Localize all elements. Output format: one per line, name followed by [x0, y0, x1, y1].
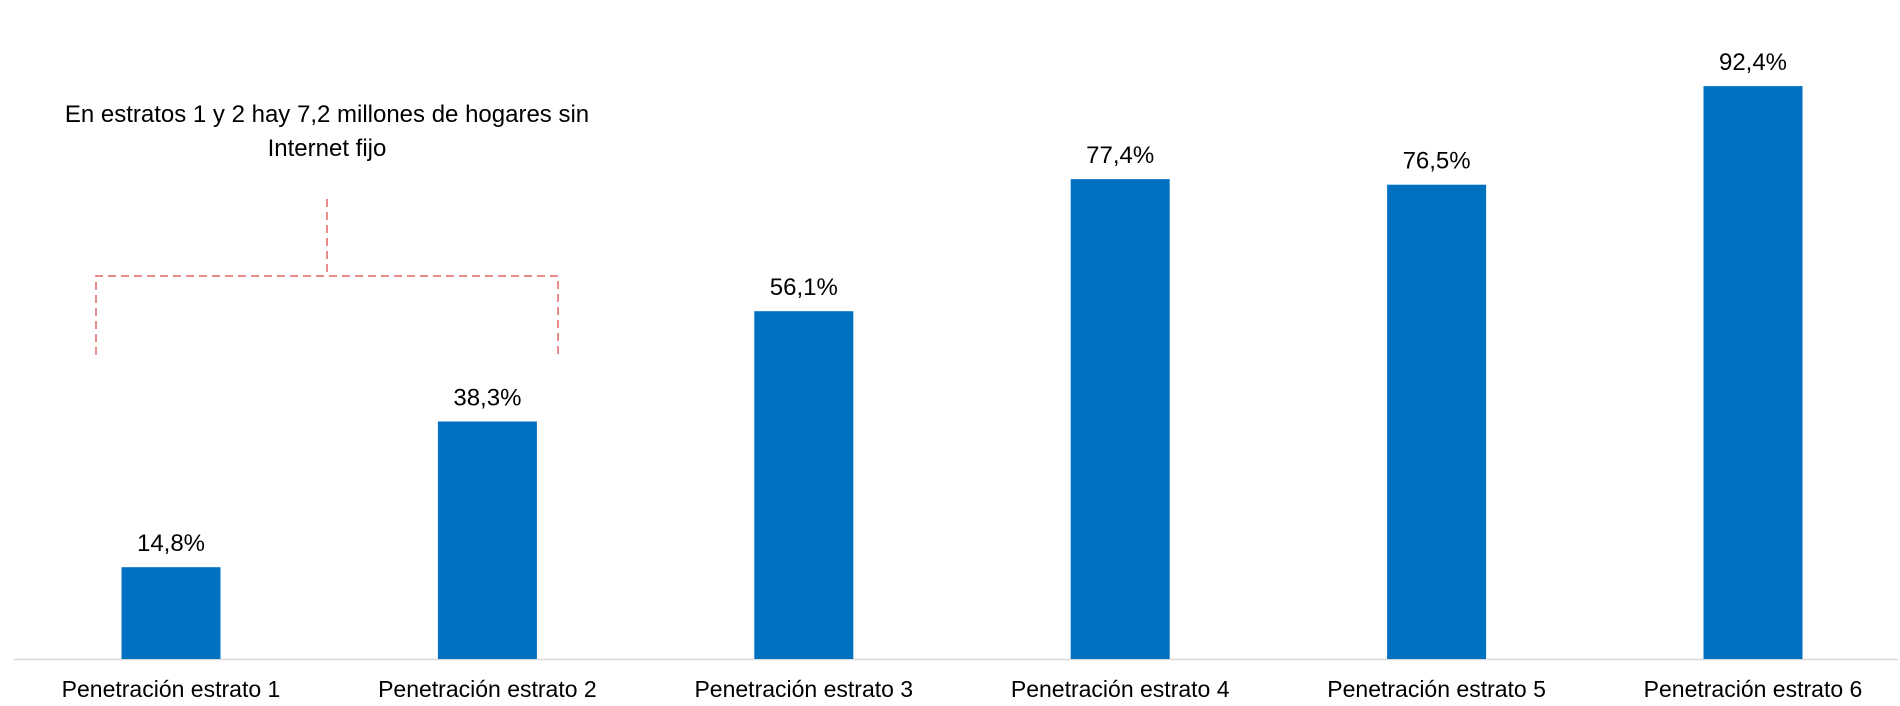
- bracket-bar: [95, 275, 559, 355]
- bar-estrato-2: [437, 421, 537, 659]
- category-label-estrato-2: Penetración estrato 2: [378, 676, 597, 702]
- value-label-estrato-1: 14,8%: [137, 530, 205, 557]
- category-label-estrato-1: Penetración estrato 1: [62, 676, 281, 702]
- bar-estrato-6: [1703, 86, 1803, 660]
- value-label-estrato-2: 38,3%: [453, 385, 521, 412]
- category-labels-group: Penetración estrato 1 Penetración estrato…: [62, 676, 1863, 702]
- annotation-line-1: En estratos 1 y 2 hay 7,2 millones de ho…: [65, 101, 589, 128]
- bar-estrato-1: [121, 567, 221, 659]
- annotation-line-2: Internet fijo: [268, 135, 387, 162]
- category-label-estrato-5: Penetración estrato 5: [1327, 676, 1546, 702]
- value-labels-group: 14,8% 38,3% 56,1% 77,4% 76,5% 92,4%: [137, 49, 1787, 557]
- category-label-estrato-3: Penetración estrato 3: [694, 676, 913, 702]
- category-label-estrato-4: Penetración estrato 4: [1011, 676, 1230, 702]
- bar-estrato-5: [1387, 184, 1487, 659]
- value-label-estrato-4: 77,4%: [1086, 142, 1154, 169]
- bars-group: [121, 86, 1803, 660]
- annotation-bracket: [95, 199, 559, 355]
- category-label-estrato-6: Penetración estrato 6: [1644, 676, 1863, 702]
- value-label-estrato-3: 56,1%: [770, 274, 838, 301]
- value-label-estrato-5: 76,5%: [1403, 148, 1471, 175]
- annotation: En estratos 1 y 2 hay 7,2 millones de ho…: [65, 101, 589, 355]
- bar-estrato-3: [754, 311, 854, 659]
- bar-estrato-4: [1070, 179, 1170, 659]
- value-label-estrato-6: 92,4%: [1719, 49, 1787, 76]
